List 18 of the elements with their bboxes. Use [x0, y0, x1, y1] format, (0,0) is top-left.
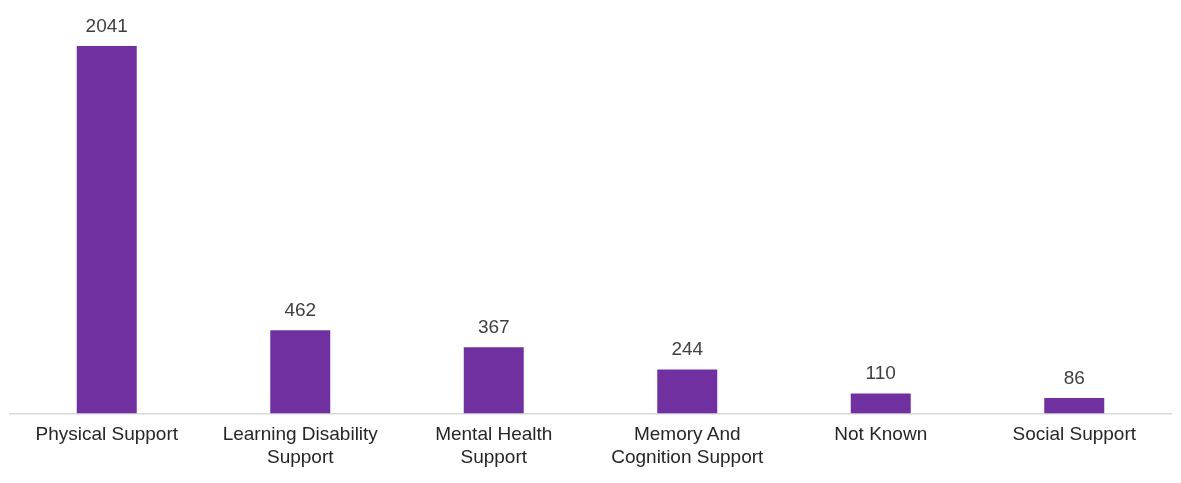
bar	[270, 330, 331, 414]
x-tick-label: Physical Support	[35, 423, 179, 445]
data-label: 462	[284, 298, 317, 320]
data-label: 86	[1063, 366, 1085, 388]
data-label: 2041	[85, 14, 128, 36]
data-label: 110	[865, 362, 896, 384]
bar	[76, 46, 137, 414]
bar	[850, 393, 911, 414]
data-label: 244	[671, 338, 704, 360]
x-tick-label: Mental Health Support	[435, 423, 553, 467]
bar	[657, 369, 718, 414]
x-tick-label: Social Support	[1012, 423, 1137, 445]
x-tick-label: Memory And Cognition Support	[611, 423, 765, 467]
data-label: 367	[477, 316, 510, 338]
x-tick-label: Learning Disability Support	[222, 423, 379, 467]
x-tick-label: Not Known	[834, 423, 928, 445]
bar	[463, 347, 524, 414]
bar	[1044, 397, 1105, 414]
